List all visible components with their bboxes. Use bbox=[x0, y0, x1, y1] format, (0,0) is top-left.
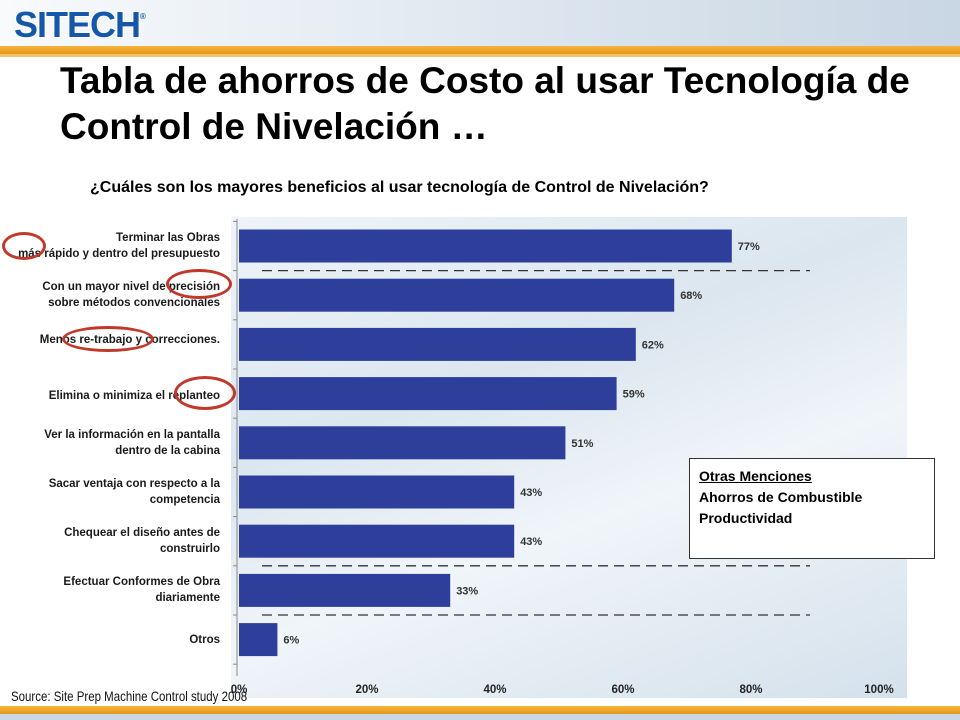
category-label: Otros bbox=[4, 632, 220, 648]
x-tick-label: 80% bbox=[739, 684, 762, 696]
category-label-line: diariamente bbox=[155, 592, 220, 605]
bar-value-label: 51% bbox=[571, 438, 593, 450]
other-mention-item: Ahorros de Combustible bbox=[699, 489, 863, 505]
highlight-circle bbox=[174, 376, 236, 410]
bar bbox=[239, 327, 636, 361]
bar bbox=[239, 623, 278, 657]
bar-value-label: 33% bbox=[456, 585, 478, 597]
bar bbox=[239, 377, 617, 411]
x-tick-label: 0% bbox=[231, 684, 248, 696]
bar-value-label: 77% bbox=[738, 241, 760, 253]
other-mentions-box: Otras Menciones Ahorros de Combustible P… bbox=[689, 458, 935, 559]
header-stripe-lower bbox=[0, 54, 960, 57]
highlight-circle bbox=[2, 232, 46, 260]
category-label-line: Ver la información en la pantalla bbox=[44, 428, 220, 441]
category-label: Terminar las Obras más rápido y dentro de… bbox=[4, 230, 220, 262]
bar-value-label: 62% bbox=[642, 339, 664, 351]
category-label: Ver la información en la pantalla dentro … bbox=[4, 427, 220, 459]
category-label: Sacar ventaja con respecto a la competenc… bbox=[4, 476, 220, 508]
x-tick-label: 60% bbox=[611, 684, 634, 696]
highlight-circle bbox=[166, 269, 232, 299]
category-label-line: Chequear el diseño antes de bbox=[64, 527, 220, 540]
category-label-line: Sacar ventaja con respecto a la bbox=[48, 478, 220, 490]
category-label: Chequear el diseño antes de construirlo bbox=[4, 525, 220, 557]
category-label-line: Otros bbox=[189, 633, 220, 646]
bar bbox=[239, 426, 566, 460]
category-label-line: Terminar las Obras bbox=[116, 232, 220, 244]
header-background bbox=[0, 0, 960, 50]
bar bbox=[239, 475, 515, 509]
bar-value-label: 43% bbox=[520, 487, 542, 499]
x-tick-label: 40% bbox=[483, 684, 506, 696]
x-tick-label: 100% bbox=[864, 684, 893, 696]
category-label-line: dentro de la cabina bbox=[115, 444, 220, 457]
sitech-logo: SITECH bbox=[14, 4, 141, 45]
highlight-circle bbox=[62, 326, 154, 352]
bar bbox=[239, 524, 515, 558]
category-label-line: construirlo bbox=[159, 543, 220, 556]
bar-value-label: 68% bbox=[680, 290, 702, 302]
header-stripe bbox=[0, 46, 960, 54]
category-label-line: más rápido y dentro del presupuesto bbox=[18, 248, 220, 260]
footer-stripe bbox=[0, 706, 960, 714]
bar bbox=[239, 229, 732, 263]
category-label-line: sobre métodos convencionales bbox=[48, 297, 220, 310]
category-label-line: Efectuar Conformes de Obra bbox=[63, 576, 220, 589]
footer-stripe-lower bbox=[0, 714, 960, 720]
category-label: Efectuar Conformes de Obra diariamente bbox=[4, 574, 220, 606]
bar-value-label: 59% bbox=[623, 389, 645, 401]
slide-title: Tabla de ahorros de Costo al usar Tecnol… bbox=[60, 60, 910, 147]
source-note: Source: Site Prep Machine Control study … bbox=[11, 688, 248, 704]
other-mention-item: Productividad bbox=[699, 510, 793, 526]
bar-value-label: 6% bbox=[283, 635, 299, 647]
bar bbox=[239, 278, 675, 312]
slide-subtitle: ¿Cuáles son los mayores beneficios al us… bbox=[90, 179, 709, 196]
logo-trademark: ® bbox=[140, 12, 146, 21]
bar bbox=[239, 573, 451, 607]
bar-value-label: 43% bbox=[520, 536, 542, 548]
other-mentions-title: Otras Menciones bbox=[699, 468, 812, 484]
category-label-line: competencia bbox=[149, 494, 220, 506]
x-tick-label: 20% bbox=[355, 684, 378, 696]
